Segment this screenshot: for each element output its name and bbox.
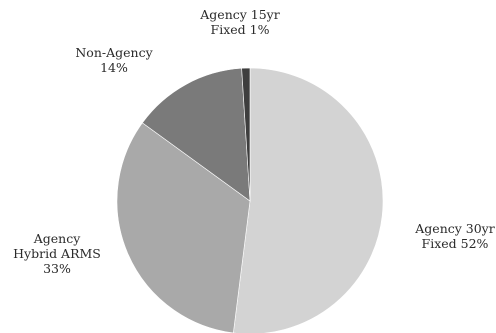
- slice-label-line: Fixed 1%: [211, 22, 270, 37]
- pie-slice-3: [241, 67, 251, 202]
- slice-label-line: Agency: [33, 231, 81, 246]
- slice-label-line: Agency 15yr: [199, 7, 279, 22]
- slice-label-line: Fixed 52%: [422, 236, 489, 251]
- pie-slice-2: [141, 67, 251, 202]
- slice-label-line: 33%: [43, 261, 71, 276]
- pie-slices: [116, 67, 384, 333]
- pie-slice-1: [116, 122, 251, 333]
- slice-label-1: Agency Hybrid ARMS 33%: [13, 231, 101, 276]
- slice-label-3: Agency 15yr Fixed 1%: [199, 7, 279, 37]
- slice-label-line: Hybrid ARMS: [13, 246, 101, 261]
- slice-label-line: Agency 30yr: [414, 221, 494, 236]
- slice-label-line: 14%: [100, 60, 128, 75]
- slice-label-0: Agency 30yr Fixed 52%: [414, 221, 494, 251]
- slice-label-2: Non-Agency 14%: [75, 45, 153, 75]
- pie-labels: Agency 30yr Fixed 52% Agency Hybrid ARMS 33%…: [13, 7, 495, 276]
- slice-label-line: Non-Agency: [75, 45, 153, 60]
- pie-slice-0: [233, 67, 384, 333]
